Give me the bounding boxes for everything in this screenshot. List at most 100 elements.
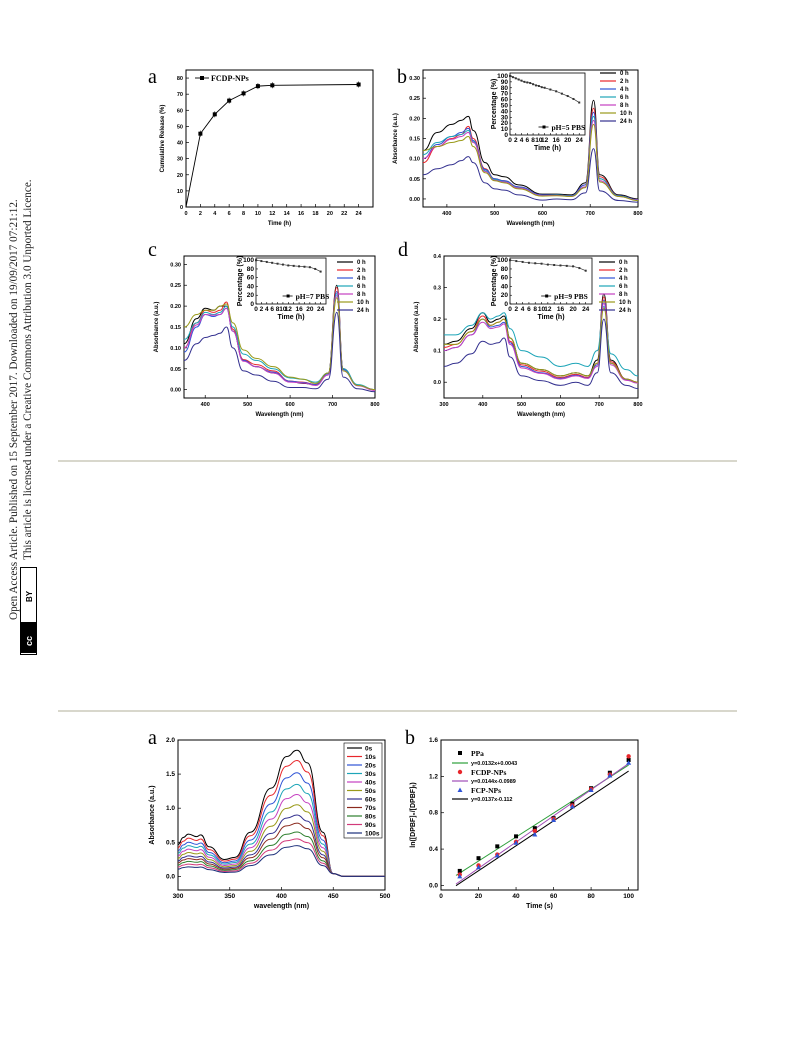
legend-label: 10s (365, 754, 376, 761)
sidebar-line-2[interactable]: This article is licensed under a Creativ… (22, 179, 34, 560)
legend-label: 30s (365, 771, 376, 778)
y-tick-label: 70 (177, 92, 183, 98)
legend-marker (457, 787, 463, 792)
legend-label: 10 h (619, 300, 631, 306)
legend-label: 70s (365, 805, 376, 812)
panel-letter: a (148, 727, 157, 749)
inset-point (540, 86, 543, 89)
fcp-point (551, 817, 557, 822)
y-tick-label: 0.2 (433, 317, 441, 323)
y-axis-label: Cumulative Release (%) (160, 105, 166, 173)
plot-frame (185, 69, 374, 208)
release-point (212, 112, 217, 117)
legend-label: 0 h (619, 260, 628, 266)
inset-x-tick-label: 8 (531, 137, 535, 144)
inset-x-tick-label: 20 (306, 306, 314, 313)
legend-label: 2 h (357, 268, 366, 274)
inset-point (314, 267, 317, 270)
inset-y-tick-label: 20 (501, 120, 509, 127)
spectrum-line-10h (422, 123, 639, 202)
inset-x-tick-label: 2 (514, 137, 518, 144)
y-tick-label: 0.20 (170, 304, 181, 310)
fcp-point (457, 873, 463, 879)
release-point (255, 84, 260, 89)
inset-y-tick-label: 90 (501, 79, 509, 86)
x-tick-label: 350 (224, 893, 235, 900)
legend-label: 0 h (357, 260, 366, 266)
release-point (198, 131, 203, 136)
x-tick-label: 20 (475, 893, 483, 900)
inset-point (276, 262, 279, 265)
inset-x-tick-label: 0 (508, 306, 512, 313)
plot-frame (440, 739, 639, 891)
inset-x-tick-label: 10 (279, 306, 287, 313)
x-tick-label: 60 (550, 893, 558, 900)
inset-x-tick-label: 2 (260, 306, 264, 313)
inset-x-tick-label: 8 (276, 306, 280, 313)
inset-point (543, 86, 546, 89)
fcp-point (626, 760, 632, 765)
inset-x-label: Time (h) (537, 314, 564, 321)
inset-legend-label: pH=7 PBS (296, 292, 330, 301)
cc-by-badge[interactable]: BY cc (20, 567, 37, 655)
fcdp-point (532, 828, 538, 834)
inset-point (255, 259, 257, 262)
inset-x-tick-label: 6 (525, 137, 529, 144)
x-tick-label: 4 (213, 211, 217, 217)
y-tick-label: 0.30 (170, 262, 181, 268)
x-tick-label: 800 (370, 402, 379, 408)
x-tick-label: 600 (286, 402, 295, 408)
legend-label: 24 h (620, 119, 632, 125)
y-tick-label: 1.2 (429, 773, 438, 780)
inset-point (271, 261, 274, 264)
inset-point (520, 79, 523, 82)
inset-y-tick-label: 80 (501, 85, 509, 92)
inset-point (281, 263, 284, 266)
legend-label: 20s (365, 763, 376, 770)
spectrum-line-8h (422, 119, 639, 201)
x-tick-label: 700 (586, 211, 595, 217)
spectrum-line-24h (422, 148, 639, 203)
fcp-point (588, 787, 594, 792)
y-tick-label: 0.20 (409, 116, 420, 122)
y-tick-label: 0.0 (166, 873, 175, 880)
spectrum-line-2h (183, 286, 376, 391)
inset-point (537, 84, 540, 87)
inset-point (553, 264, 556, 267)
divider-2 (58, 710, 737, 712)
legend-label: 6 h (357, 284, 366, 290)
inset-x-tick-label: 24 (576, 137, 584, 144)
legend-label: 80s (365, 814, 376, 821)
legend-fit-label: y=0.0132x+0.0043 (471, 761, 517, 767)
ppa-point (457, 868, 462, 873)
x-tick-label: 14 (284, 211, 291, 217)
legend-label: 0 h (620, 71, 629, 77)
spectrum-line-4h (422, 111, 639, 201)
panel-letter: a (148, 66, 157, 88)
y-tick-label: 0.8 (429, 810, 438, 817)
x-tick-label: 24 (356, 211, 363, 217)
panel-letter: b (405, 727, 415, 749)
inset-y-tick-label: 10 (501, 126, 509, 133)
x-tick-label: 500 (243, 402, 252, 408)
inset-point (572, 265, 575, 268)
x-axis-label: Time (h) (268, 221, 291, 227)
legend-label: 6 h (619, 284, 628, 290)
inset-y-tick-label: 100 (243, 257, 254, 264)
release-point (356, 82, 361, 87)
y-axis-label: Absorbance (a.u.) (154, 302, 160, 353)
legend-label: 100s (365, 831, 380, 838)
x-tick-label: 300 (173, 893, 184, 900)
sidebar-line-1: Open Access Article. Published on 15 Sep… (8, 199, 20, 620)
fit-line (455, 763, 629, 885)
fcp-point (569, 803, 575, 809)
inset-point (565, 264, 568, 267)
release-point (270, 83, 275, 88)
x-tick-label: 600 (538, 211, 547, 217)
inset-y-tick-label: 60 (501, 97, 509, 104)
release-point (241, 91, 246, 96)
inset-x-label: Time (h) (534, 145, 561, 152)
x-tick-label: 800 (633, 211, 642, 217)
x-tick-label: 300 (439, 402, 448, 408)
y-tick-label: 0.0 (429, 882, 438, 889)
